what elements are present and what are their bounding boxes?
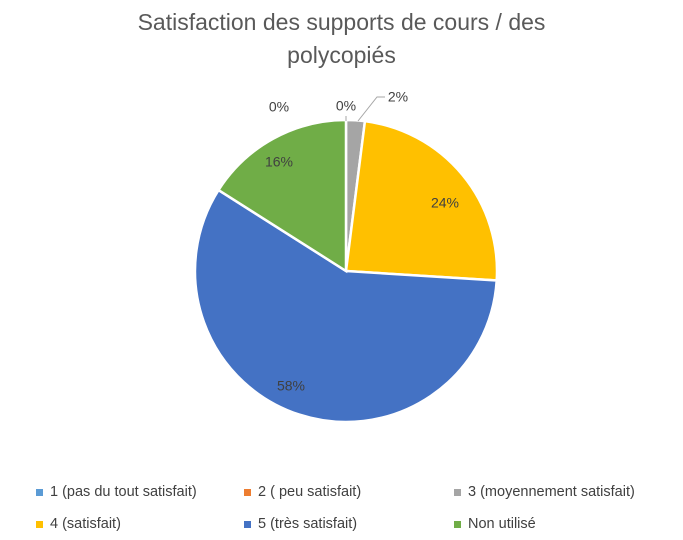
legend-swatch-3 <box>454 488 461 496</box>
chart-title-line-1: Satisfaction des supports de cours / des <box>137 9 546 35</box>
legend-label-4: 4 (satisfait) <box>50 516 121 532</box>
legend-item-5: 5 (très satisfait) <box>244 516 454 532</box>
legend-row: 4 (satisfait) 5 (très satisfait) Non uti… <box>36 508 676 540</box>
legend-item-3: 3 (moyennement satisfait) <box>454 484 635 500</box>
pie-slice-non-utilise <box>216 118 348 274</box>
data-label-5-tres-satisfait: 58% <box>277 378 305 394</box>
legend-item-6: Non utilisé <box>454 516 536 532</box>
legend-swatch-2 <box>244 488 251 496</box>
legend-swatch-4 <box>36 520 43 528</box>
legend-label-6: Non utilisé <box>468 516 536 532</box>
data-label-2-peu-satisfait: 0% <box>336 98 356 114</box>
legend-label-3: 3 (moyennement satisfait) <box>468 484 635 500</box>
legend-item-1: 1 (pas du tout satisfait) <box>36 484 244 500</box>
legend-swatch-6 <box>454 520 461 528</box>
data-label-non-utilise: 16% <box>265 154 293 170</box>
legend-row: 1 (pas du tout satisfait) 2 ( peu satisf… <box>36 476 676 508</box>
legend-label-1: 1 (pas du tout satisfait) <box>50 484 197 500</box>
pie-slice-5-tres-satisfait <box>193 188 499 424</box>
pie-slice-4-satisfait <box>344 119 499 282</box>
leader-line <box>357 96 385 122</box>
pie-chart: 0% 0% 2% 24% 58% 16% <box>193 89 499 424</box>
legend-label-2: 2 ( peu satisfait) <box>258 484 362 500</box>
legend-swatch-5 <box>244 520 251 528</box>
data-label-4-satisfait: 24% <box>431 195 459 211</box>
legend-item-2: 2 ( peu satisfait) <box>244 484 454 500</box>
legend-swatch-1 <box>36 488 43 496</box>
chart-title-line-2: polycopiés <box>287 42 396 68</box>
chart-title: Satisfaction des supports de cours / des… <box>0 6 683 72</box>
legend: 1 (pas du tout satisfait) 2 ( peu satisf… <box>36 476 676 540</box>
data-label-3-moyennement-satisfait: 2% <box>388 89 408 105</box>
legend-item-4: 4 (satisfait) <box>36 516 244 532</box>
legend-label-5: 5 (très satisfait) <box>258 516 358 532</box>
data-label-1-pas-du-tout-satisfait: 0% <box>269 99 289 115</box>
